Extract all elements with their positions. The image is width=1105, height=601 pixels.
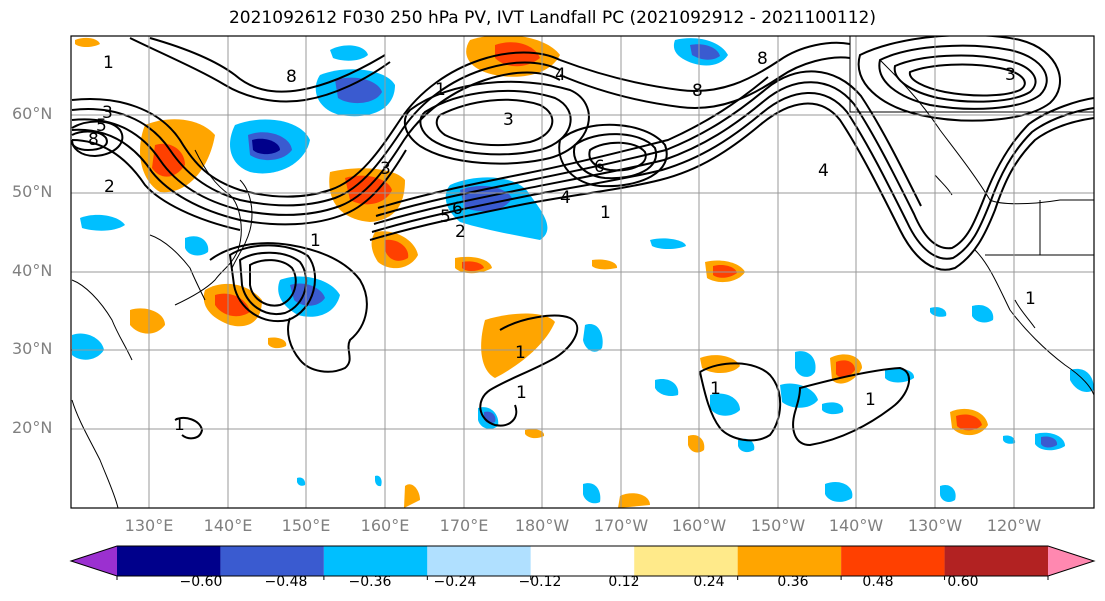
colorbar-swatch [117,546,221,576]
lon-label: 160°W [671,516,727,535]
contour-label: 1 [310,231,321,251]
lon-label: 160°E [360,516,410,535]
lon-label: 170°W [593,516,649,535]
colorbar-tick-label: −0.36 [348,574,392,590]
contour-layer [71,36,1094,447]
colorbar-tick-label: −0.48 [264,574,308,590]
lat-label: 50°N [12,182,53,201]
lon-label: 150°W [750,516,806,535]
colorbar-tick-label: −0.12 [518,574,562,590]
lat-label: 60°N [12,104,53,123]
colorbar-swatch [71,546,117,576]
contour-label: 8 [757,49,768,69]
colorbar-tick-label: 0.48 [862,574,894,590]
contour-label: 5 [440,207,451,227]
colorbar-swatch [1048,546,1094,576]
contour-label: 8 [286,67,297,87]
colorbar-tick-label: 0.60 [947,574,979,590]
contour-label: 3 [503,110,514,130]
contour-label: 4 [555,65,566,85]
contour-label: 3 [102,103,113,123]
contour-label: 2 [455,222,466,242]
contour-label: 6 [452,199,463,219]
lat-label: 20°N [12,418,53,437]
lat-label: 30°N [12,339,53,358]
contour-label: 1 [174,415,185,435]
map-title: 2021092612 F030 250 hPa PV, IVT Landfall… [228,8,876,28]
contour-label: 4 [560,188,571,208]
contour-label: 8 [692,81,703,101]
lon-label: 140°W [828,516,884,535]
contour-label: 1 [435,80,446,100]
contour-label: 2 [104,177,115,197]
contour-label: 3 [1005,65,1016,85]
contour-label: 4 [818,161,829,181]
lon-label: 120°W [986,516,1042,535]
lon-label: 170°E [439,516,489,535]
colorbar [69,545,1096,580]
contour-label: 1 [103,53,114,73]
contour-label: 1 [1025,289,1036,309]
lon-label: 180°W [514,516,570,535]
colorbar-swatch [634,546,738,576]
colorbar-tick-label: −0.24 [433,574,477,590]
contour-label: 8 [88,130,99,150]
colorbar-tick-label: −0.60 [179,574,223,590]
colorbar-swatch [530,546,635,576]
contour-label: 6 [594,157,605,177]
colorbar-swatch [323,546,428,576]
contour-label: 5 [96,116,107,136]
contour-labels: 1 8 3 5 8 2 4 3 6 5 4 1 6 3 2 1 1 1 1 1 … [88,49,1036,435]
contour-label: 1 [865,390,876,410]
gridlines [71,36,1094,508]
contour-label: 1 [516,383,527,403]
coastline-layer [71,36,1094,508]
colorbar-swatch [737,546,842,576]
contour-label: 1 [710,379,721,399]
colorbar-tick-label: 0.12 [608,574,640,590]
contour-label: 3 [380,159,391,179]
colorbar-swatch [841,546,945,576]
colorbar-tick-label: 0.24 [693,574,725,590]
lon-label: 140°E [203,516,253,535]
contour-label: 1 [600,203,611,223]
colorbar-swatch [944,546,1048,576]
contour-label: 1 [515,343,526,363]
lat-label: 40°N [12,261,53,280]
lon-label: 130°E [124,516,174,535]
lon-label: 130°W [907,516,963,535]
lon-label: 150°E [281,516,331,535]
colorbar-tick-label: 0.36 [777,574,809,590]
colorbar-swatch [220,546,324,576]
map-frame [70,35,1095,509]
colorbar-swatch [427,546,531,576]
